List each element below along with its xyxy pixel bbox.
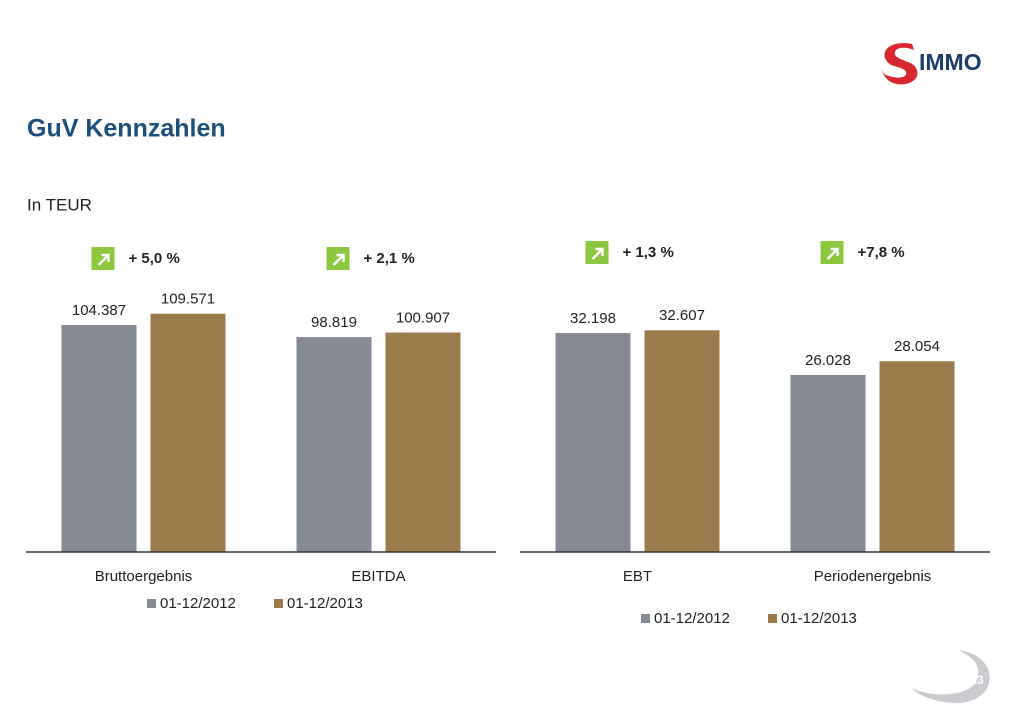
bar	[150, 313, 226, 552]
bar	[555, 333, 631, 552]
value-label: 109.571	[161, 291, 215, 308]
bar	[385, 332, 461, 552]
page-number-badge: 13	[912, 650, 990, 704]
page-number: 13	[970, 673, 984, 687]
trend-icon	[326, 247, 350, 270]
logo: IMMO	[882, 43, 982, 85]
category-label: EBITDA	[351, 568, 405, 585]
change-label: + 5,0 %	[129, 250, 180, 267]
change-label: + 2,1 %	[364, 250, 415, 267]
badge-shape	[912, 650, 990, 704]
legend-label: 01-12/2012	[654, 610, 730, 627]
slide-title: GuV Kennzahlen	[27, 115, 226, 143]
value-label: 100.907	[396, 309, 450, 326]
trend-arrow	[97, 253, 110, 266]
bar	[879, 361, 955, 552]
trend-arrow	[591, 247, 604, 260]
value-label: 32.198	[570, 310, 616, 327]
value-label: 104.387	[72, 302, 126, 319]
trend-icon	[820, 241, 844, 264]
bar	[790, 375, 866, 552]
legend-label: 01-12/2013	[287, 595, 363, 612]
value-label: 28.054	[894, 338, 940, 355]
logo-text: IMMO	[919, 49, 982, 75]
change-label: +7,8 %	[858, 244, 905, 261]
legend-swatch	[147, 599, 156, 608]
value-label: 26.028	[805, 352, 851, 369]
legend-swatch	[641, 614, 650, 623]
bar	[296, 337, 372, 552]
value-label: 32.607	[659, 307, 705, 324]
legend-label: 01-12/2013	[781, 610, 857, 627]
change-label: + 1,3 %	[623, 244, 674, 261]
legend-label: 01-12/2012	[160, 595, 236, 612]
value-label: 98.819	[311, 314, 357, 331]
trend-icon	[91, 247, 115, 270]
legend-swatch	[768, 614, 777, 623]
trend-arrow	[332, 253, 345, 266]
unit-label: In TEUR	[27, 195, 92, 214]
chart: 104.387 109.571 Bruttoergebnis + 5,0 % 98.81…	[26, 247, 496, 612]
legend-swatch	[274, 599, 283, 608]
category-label: EBT	[623, 568, 652, 585]
trend-arrow	[826, 247, 839, 260]
logo-mark	[882, 43, 918, 85]
bar	[644, 330, 720, 552]
category-label: Bruttoergebnis	[95, 568, 193, 585]
trend-icon	[585, 241, 609, 264]
chart: 32.198 32.607 EBT + 1,3 % 26.028 28.054 Period…	[520, 241, 990, 627]
category-label: Periodenergebnis	[814, 568, 932, 585]
bar	[61, 324, 137, 552]
